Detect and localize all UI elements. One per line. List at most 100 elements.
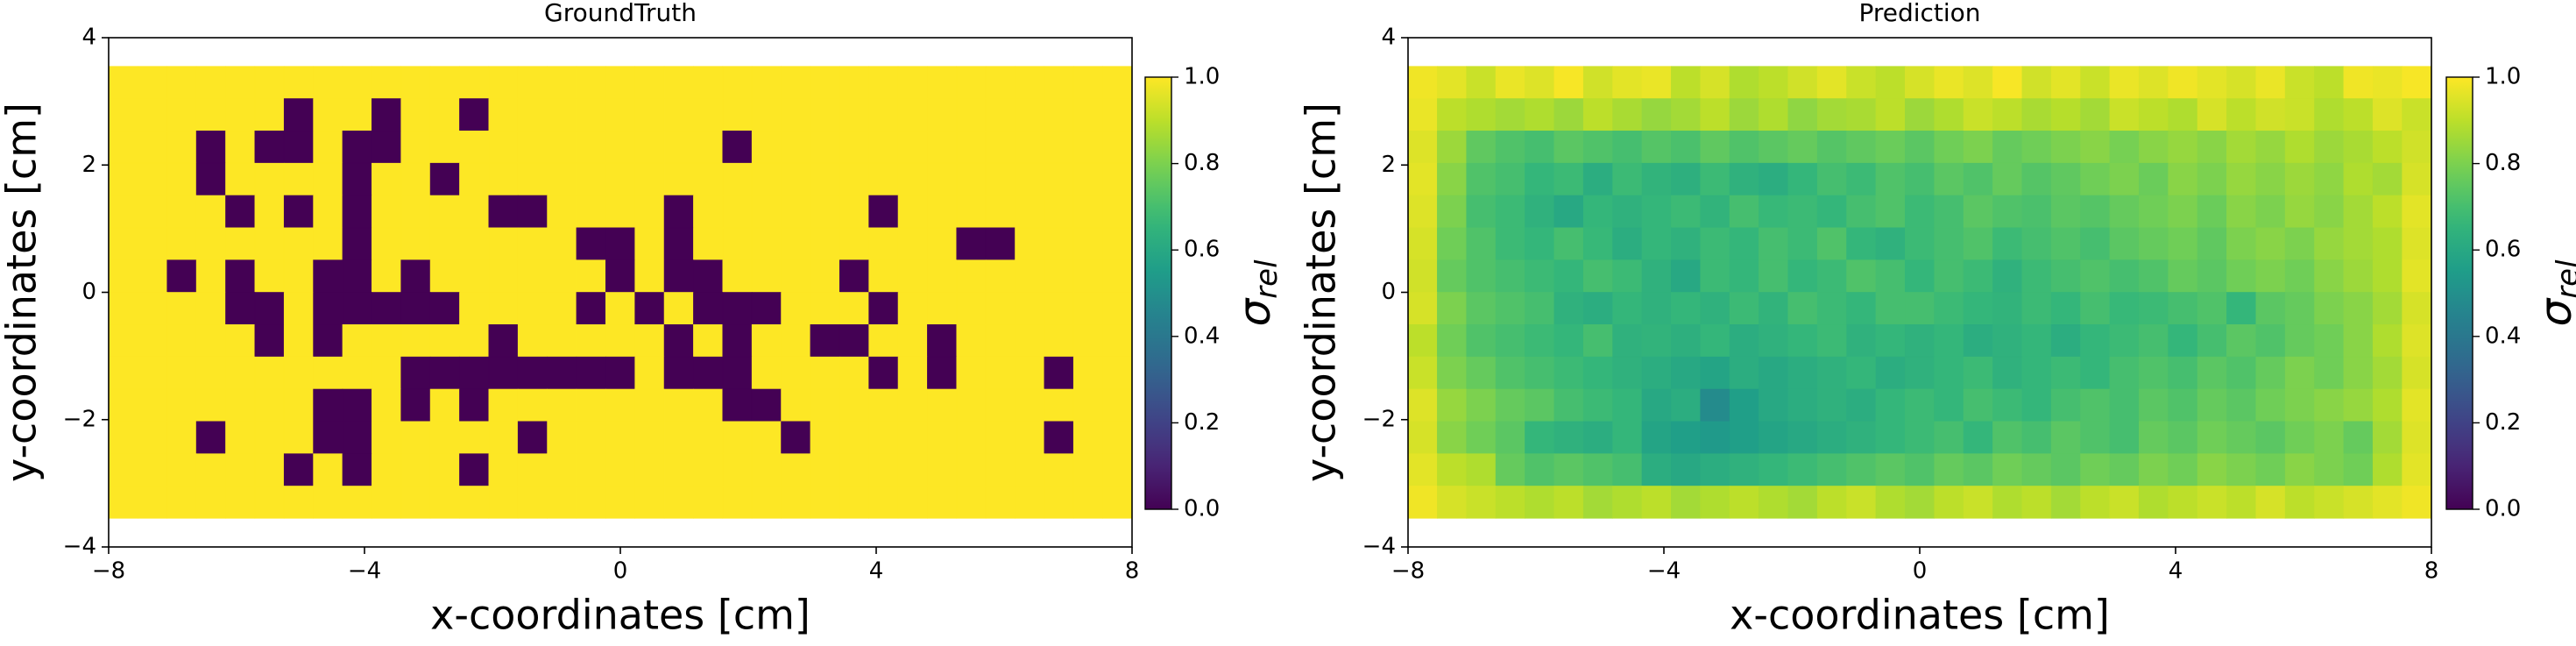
heatmap-cell [752,195,781,228]
heatmap-cell [196,454,225,486]
heatmap-cell [459,163,488,195]
y-axis-label: y-coordinates [cm] [0,103,46,482]
heatmap-cell [1730,67,1759,99]
heatmap-cell [314,67,343,99]
heatmap-cell [518,422,547,454]
heatmap-cell [2226,293,2255,325]
heatmap-cell [986,195,1015,228]
heatmap-cell [196,67,225,99]
heatmap-cell [2285,67,2314,99]
heatmap-cell [343,357,372,389]
heatmap-cell [1759,357,1787,389]
heatmap-cell [225,389,254,422]
heatmap-cell [1073,99,1102,131]
heatmap-cell [869,293,898,325]
heatmap-cell [314,260,343,293]
heatmap-cell [1583,389,1612,422]
heatmap-cell [2226,195,2255,228]
heatmap-cell [138,422,166,454]
heatmap-cell [693,324,722,357]
heatmap-cell [2373,293,2402,325]
heatmap-cell [1847,228,1876,260]
heatmap-cell [1817,389,1846,422]
heatmap-cell [2110,260,2139,293]
heatmap-cell [1525,486,1553,518]
heatmap-cell [1671,389,1700,422]
heatmap-cell [869,99,898,131]
heatmap-cell [1876,389,1905,422]
heatmap-cell [635,67,664,99]
heatmap-cell [1554,454,1583,486]
heatmap-cell [723,195,752,228]
heatmap-cell [518,389,547,422]
heatmap-cell [1788,67,1817,99]
heatmap-cell [138,486,166,518]
heatmap-cell [343,260,372,293]
heatmap-cell [2226,357,2255,389]
heatmap-cell [1671,324,1700,357]
heatmap-cell [2022,228,2051,260]
heatmap-cell [810,454,839,486]
heatmap-cell [693,389,722,422]
heatmap-cell [2403,486,2431,518]
heatmap-cell [957,293,986,325]
heatmap-cell [2256,67,2285,99]
colorbar-tick-label: 0.6 [2485,237,2521,263]
heatmap-cell [548,163,577,195]
heatmap-cell [2403,389,2431,422]
heatmap-cell [1103,163,1132,195]
heatmap-cell [1876,163,1905,195]
heatmap-cell [372,260,400,293]
heatmap-cell [2403,324,2431,357]
colorbar-tick-label: 0.0 [2485,496,2521,522]
heatmap-cell [1496,454,1525,486]
heatmap-cell [1788,228,1817,260]
heatmap-cell [635,293,664,325]
heatmap-cell [2226,99,2255,131]
heatmap-cell [1817,163,1846,195]
heatmap-cell [1788,260,1817,293]
heatmap-cell [1408,357,1437,389]
heatmap-cell [2197,324,2226,357]
heatmap-cell [1044,99,1073,131]
heatmap-cell [1935,67,1964,99]
heatmap-cell [401,486,430,518]
heatmap-cell [664,293,693,325]
heatmap-cell [2403,454,2431,486]
heatmap-cell [1016,163,1044,195]
heatmap-cell [1467,99,1496,131]
heatmap-cell [664,228,693,260]
heatmap-cell [1408,228,1437,260]
heatmap-cell [314,357,343,389]
heatmap-cell [314,389,343,422]
heatmap-cell [2169,228,2197,260]
heatmap-cell [1437,163,1466,195]
heatmap-cell [1103,357,1132,389]
heatmap-cell [1935,99,1964,131]
heatmap-cell [1496,389,1525,422]
heatmap-cell [1992,486,2021,518]
heatmap-cell [2226,422,2255,454]
heatmap-cell [1905,99,1934,131]
heatmap-cell [1642,260,1671,293]
heatmap-cell [2197,67,2226,99]
heatmap-cell [2256,389,2285,422]
heatmap-cell [898,67,927,99]
heatmap-cell [986,293,1015,325]
heatmap-cell [810,486,839,518]
heatmap-cell [167,357,196,389]
heatmap-cell [752,389,781,422]
heatmap-cell [723,389,752,422]
heatmap-cell [1759,454,1787,486]
heatmap-cell [986,163,1015,195]
heatmap-cell [2344,486,2373,518]
heatmap-cell [1671,454,1700,486]
heatmap-cell [1992,67,2021,99]
heatmap-cell [196,195,225,228]
heatmap-cell [2285,99,2314,131]
heatmap-cell [196,131,225,163]
heatmap-cell [459,293,488,325]
heatmap-cell [839,67,868,99]
heatmap-cell [1073,67,1102,99]
heatmap-cell [1817,454,1846,486]
